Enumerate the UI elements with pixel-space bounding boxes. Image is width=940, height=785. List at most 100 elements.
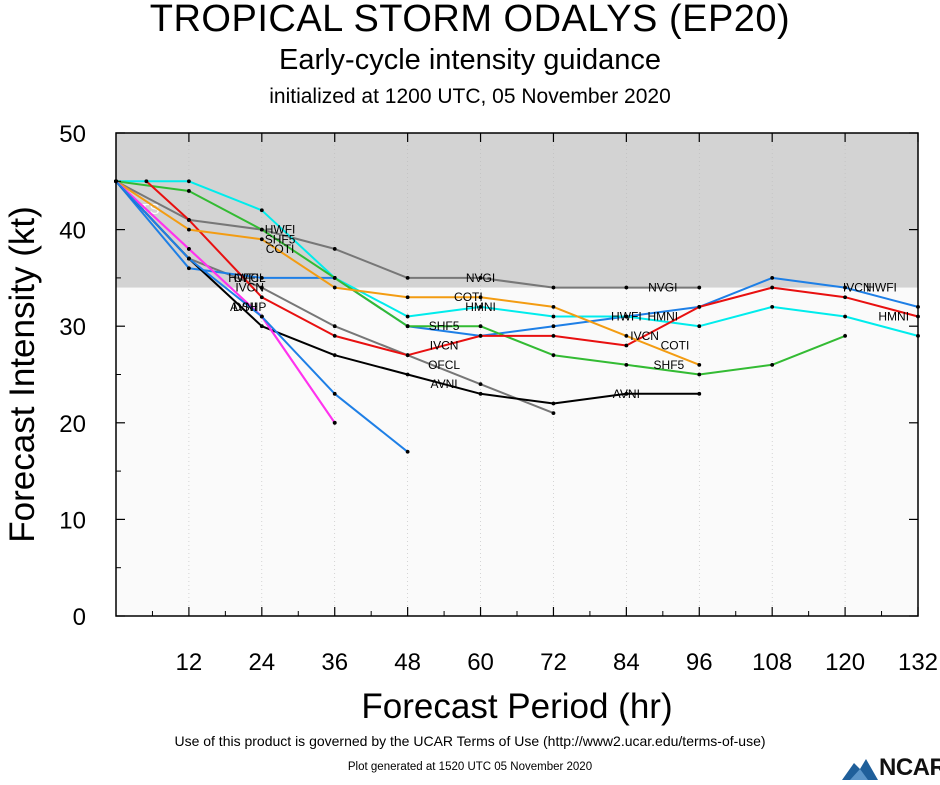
ncar-logo-icon bbox=[842, 759, 878, 780]
series-hmni-point bbox=[259, 208, 264, 213]
series-tcvn-point bbox=[187, 256, 191, 261]
series-coti-label: COTI bbox=[454, 290, 483, 304]
series-ofcl-point bbox=[259, 285, 264, 290]
series-shf5-point bbox=[259, 227, 264, 232]
series-coti-point bbox=[551, 304, 556, 309]
x-tick-label: 108 bbox=[752, 649, 792, 676]
series-tcvn-point bbox=[332, 391, 337, 396]
series-hwfi-label: HWFI bbox=[228, 271, 259, 285]
x-tick-label: 60 bbox=[467, 649, 494, 676]
series-ivcn-point bbox=[624, 343, 629, 348]
series-tcvn-point bbox=[259, 314, 264, 319]
series-nvgi-point bbox=[624, 285, 629, 290]
generated-time: Plot generated at 1520 UTC 05 November 2… bbox=[347, 761, 593, 773]
series-avni-point bbox=[551, 401, 556, 406]
ncar-logo-text: NCAR bbox=[879, 754, 940, 781]
y-tick-label: 10 bbox=[59, 507, 86, 534]
series-coti-point bbox=[259, 237, 264, 242]
series-ivcn-point bbox=[770, 285, 775, 290]
series-hwfi-label: HWFI bbox=[611, 310, 642, 324]
series-ivcn-point bbox=[478, 333, 483, 338]
x-tick-label: 96 bbox=[686, 649, 713, 676]
series-hwfi-point bbox=[259, 276, 264, 280]
series-hmni-label: HMNI bbox=[465, 300, 496, 314]
series-ivcn-point bbox=[551, 333, 556, 338]
series-nvgi-label: NVGI bbox=[466, 271, 495, 285]
series-hwfi-label: HWFI bbox=[866, 281, 897, 295]
series-hmni-point bbox=[697, 324, 702, 329]
series-avni-point bbox=[259, 324, 264, 329]
series-coti-point bbox=[478, 295, 483, 300]
series-hmni-point bbox=[843, 314, 847, 319]
series-ivcn-point bbox=[259, 295, 264, 300]
series-ivcn-label: IVCN bbox=[843, 281, 872, 295]
init-time: initialized at 1200 UTC, 05 November 202… bbox=[269, 85, 671, 108]
series-hmni-line bbox=[116, 180, 919, 337]
x-axis-label: Forecast Period (hr) bbox=[361, 687, 672, 726]
series-hmni-point bbox=[405, 314, 410, 319]
series-lgem-point bbox=[187, 247, 191, 251]
series-ofcl-point bbox=[332, 324, 337, 329]
series-shf5-label: SHF5 bbox=[265, 232, 296, 246]
series-nvgi-point bbox=[405, 276, 410, 280]
series-hwfi-point bbox=[187, 266, 191, 271]
series-shf5-point bbox=[551, 353, 556, 358]
series-hmni-point bbox=[187, 179, 191, 184]
y-tick-label: 0 bbox=[73, 604, 86, 631]
series-shf5-point bbox=[187, 189, 191, 193]
series-tcvn-point bbox=[405, 449, 410, 454]
series-avni-label: AVNI bbox=[230, 300, 257, 314]
x-tick-label: 72 bbox=[540, 649, 567, 676]
series-coti-point bbox=[405, 295, 410, 300]
x-tick-label: 48 bbox=[394, 649, 421, 676]
series-hmni-point bbox=[770, 304, 775, 309]
series-hmni-point bbox=[478, 304, 483, 309]
series-ofcl-point bbox=[478, 382, 483, 387]
series-hmni-label: HMNI bbox=[878, 310, 909, 324]
series-coti-label: COTI bbox=[661, 339, 690, 353]
y-tick-label: 20 bbox=[59, 411, 86, 438]
series-ivcn-point bbox=[332, 333, 337, 338]
series-ivcn-label: IVCN bbox=[630, 329, 659, 343]
series-nvgi-label: NVGI bbox=[648, 281, 677, 295]
series-avni-point bbox=[332, 353, 337, 358]
x-tick-label: 132 bbox=[898, 649, 938, 676]
series-coti-label: COTI bbox=[266, 242, 295, 256]
series-shf5-point bbox=[624, 362, 629, 367]
x-tick-label: 84 bbox=[613, 649, 640, 676]
series-coti-point bbox=[187, 227, 191, 232]
series-ivcn-point bbox=[187, 218, 191, 222]
chart-subtitle: Early-cycle intensity guidance bbox=[278, 44, 661, 76]
chart-title: TROPICAL STORM ODALYS (EP20) bbox=[149, 0, 791, 40]
series-nvgi-point bbox=[697, 285, 702, 290]
series-hwfi-label: HWFI bbox=[265, 223, 296, 237]
y-tick-label: 30 bbox=[59, 314, 86, 341]
intensity-chart: TS NVGINVGIOFCLOFCLHWFIHWFIHWFIHWFIHMNIH… bbox=[3, 121, 938, 726]
series-ofcl-label: OFCL bbox=[428, 358, 460, 372]
series-shf5-label: SHF5 bbox=[654, 358, 685, 372]
series-hmni-label: HMNI bbox=[647, 310, 678, 324]
series-avni-label: AVNI bbox=[613, 387, 640, 401]
y-tick-label: 50 bbox=[59, 121, 86, 148]
series-hwfi-point bbox=[843, 285, 847, 290]
series-shf5-point bbox=[697, 372, 702, 377]
series-coti-point bbox=[697, 362, 702, 367]
series-hmni-point bbox=[624, 314, 629, 319]
x-tick-label: 12 bbox=[176, 649, 203, 676]
series-shf5-point bbox=[770, 362, 775, 367]
series-avni-label: AVNI bbox=[431, 377, 458, 391]
series-nvgi-point bbox=[332, 247, 337, 251]
series-ivcn-point bbox=[843, 295, 847, 300]
series-lgem-line bbox=[115, 180, 336, 424]
y-axis-label: Forecast Intensity (kt) bbox=[3, 206, 42, 542]
series-ivcn-point bbox=[697, 304, 702, 309]
series-avni-point bbox=[405, 372, 410, 377]
x-tick-label: 36 bbox=[321, 649, 348, 676]
x-tick-label: 120 bbox=[825, 649, 865, 676]
series-ivcn-line bbox=[145, 180, 919, 357]
series-hwfi-point bbox=[770, 276, 775, 280]
series-ivcn-point bbox=[405, 353, 410, 358]
ts-band bbox=[116, 133, 918, 288]
series-coti-point bbox=[624, 333, 629, 338]
series-shf5-point bbox=[478, 324, 483, 329]
